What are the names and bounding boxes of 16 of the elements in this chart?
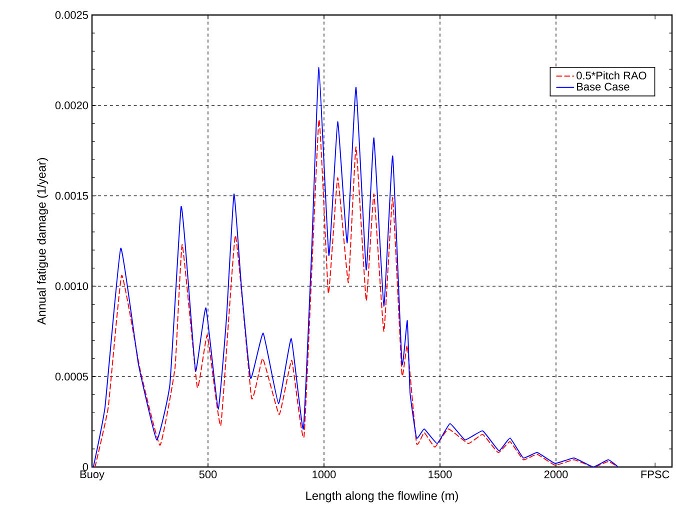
y-tick-label: 0.0005 bbox=[55, 372, 88, 380]
y-axis-title: Annual fatigue damage (1/year) bbox=[36, 158, 48, 325]
y-tick-label: 0.0025 bbox=[55, 11, 88, 19]
y-tick-label: 0 bbox=[82, 463, 88, 471]
y-tick-label: 0.0010 bbox=[55, 282, 88, 290]
legend-label: 0.5*Pitch RAO bbox=[576, 71, 646, 80]
x-tick-label: Buoy bbox=[80, 470, 104, 480]
x-tick-label: 500 bbox=[199, 470, 217, 478]
y-tick-label: 0.0015 bbox=[55, 192, 88, 200]
legend-label: Base Case bbox=[577, 82, 630, 91]
x-tick-label: 2000 bbox=[544, 470, 568, 478]
x-axis-title: Length along the flowline (m) bbox=[306, 491, 458, 502]
x-tick-label: 1500 bbox=[428, 470, 452, 478]
x-tick-label: FPSC bbox=[641, 470, 670, 478]
y-tick-label: 0.0020 bbox=[55, 102, 88, 110]
x-tick-label: 1000 bbox=[312, 470, 336, 478]
